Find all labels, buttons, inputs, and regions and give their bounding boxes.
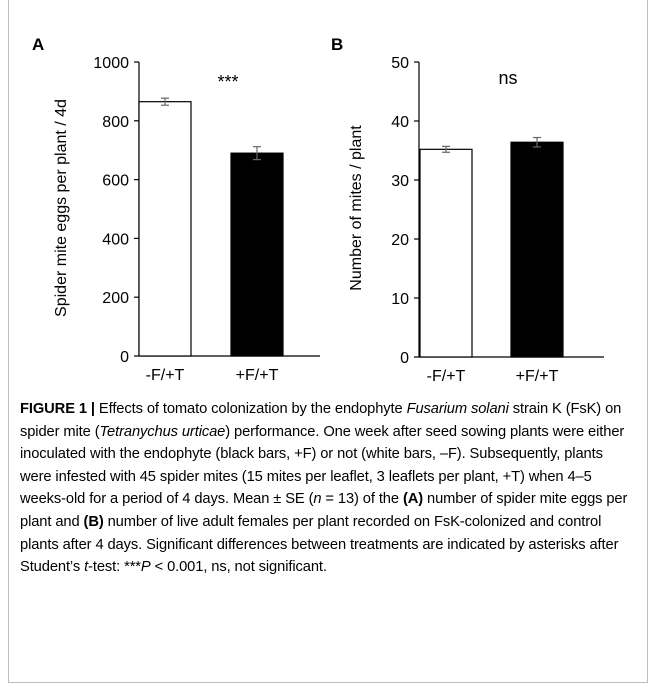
- panel-b-y-tick-label: 30: [391, 173, 409, 190]
- caption-ref-b: (B): [83, 513, 104, 530]
- panel-b-y-tick-label: 10: [391, 291, 409, 308]
- panel-b-ylabel: Number of mites / plant: [348, 125, 365, 291]
- panel-a-y-tick-label: 0: [120, 349, 129, 366]
- caption-text: Effects of tomato colonization by the en…: [94, 401, 407, 417]
- caption-species-tetranychus: Tetranychus urticae: [99, 423, 226, 440]
- panel-a-ylabel: Spider mite eggs per plant / 4d: [53, 99, 70, 317]
- panel-b-y-tick-label: 20: [391, 232, 409, 249]
- panel-b-category-label: -F/+T: [427, 368, 466, 385]
- panel-a-label: A: [32, 35, 44, 54]
- panel-a-y-tick-label: 600: [102, 173, 129, 190]
- panel-a-y-tick-label: 200: [102, 290, 129, 307]
- caption-text: -test: ***: [88, 559, 141, 576]
- panel-a-y-tick-label: 400: [102, 231, 129, 248]
- caption-text: ) performance. One week after seed sowin…: [20, 423, 625, 508]
- caption-text: = 13) of the: [321, 491, 403, 508]
- caption-t: t: [84, 559, 89, 576]
- caption-text: strain K (FsK) on spider mite (: [20, 401, 622, 440]
- panel-a-bar: [138, 101, 192, 357]
- panel-a-category-label: +F/+T: [236, 367, 279, 384]
- panel-a-bar: [230, 152, 284, 357]
- panel-a-y-tick-label: 800: [102, 114, 129, 131]
- panel-b-y-tick-label: 50: [391, 55, 409, 72]
- panel-b-significance: ns: [498, 68, 517, 88]
- caption-species-fusarium: Fusarium solani: [406, 401, 509, 417]
- caption-text: < 0.001, ns, not significant.: [150, 559, 327, 576]
- panel-a-significance: ***: [217, 72, 238, 92]
- panel-b-bar: [419, 148, 473, 358]
- caption-text: number of spider mite eggs per plant and: [20, 491, 628, 530]
- panel-b-y-tick-label: 40: [391, 114, 409, 131]
- panel-b-bar: [510, 141, 564, 358]
- panel-b-y-tick-label: 0: [400, 350, 409, 367]
- panel-a: A Spider mite eggs per plant / 4d 0 200 40…: [32, 35, 320, 384]
- caption-ref-a: (A): [402, 491, 424, 508]
- panel-b-label: B: [331, 35, 343, 54]
- panel-b-category-label: +F/+T: [516, 368, 559, 385]
- figure-caption: FIGURE 1 | Effects of tomato colonizatio…: [20, 398, 630, 579]
- panel-a-category-label: -F/+T: [146, 367, 185, 384]
- caption-n: n: [313, 491, 322, 508]
- caption-text: number of live adult females per plant r…: [20, 513, 619, 576]
- caption-p: P: [140, 559, 151, 576]
- figure-charts: A Spider mite eggs per plant / 4d 020040…: [32, 35, 604, 385]
- panel-b: B Number of mites / plant 0 10 20 30 40 50 -F/…: [331, 35, 604, 385]
- panel-a-y-tick-label: 1000: [93, 55, 129, 72]
- caption-label: FIGURE 1 |: [20, 401, 95, 417]
